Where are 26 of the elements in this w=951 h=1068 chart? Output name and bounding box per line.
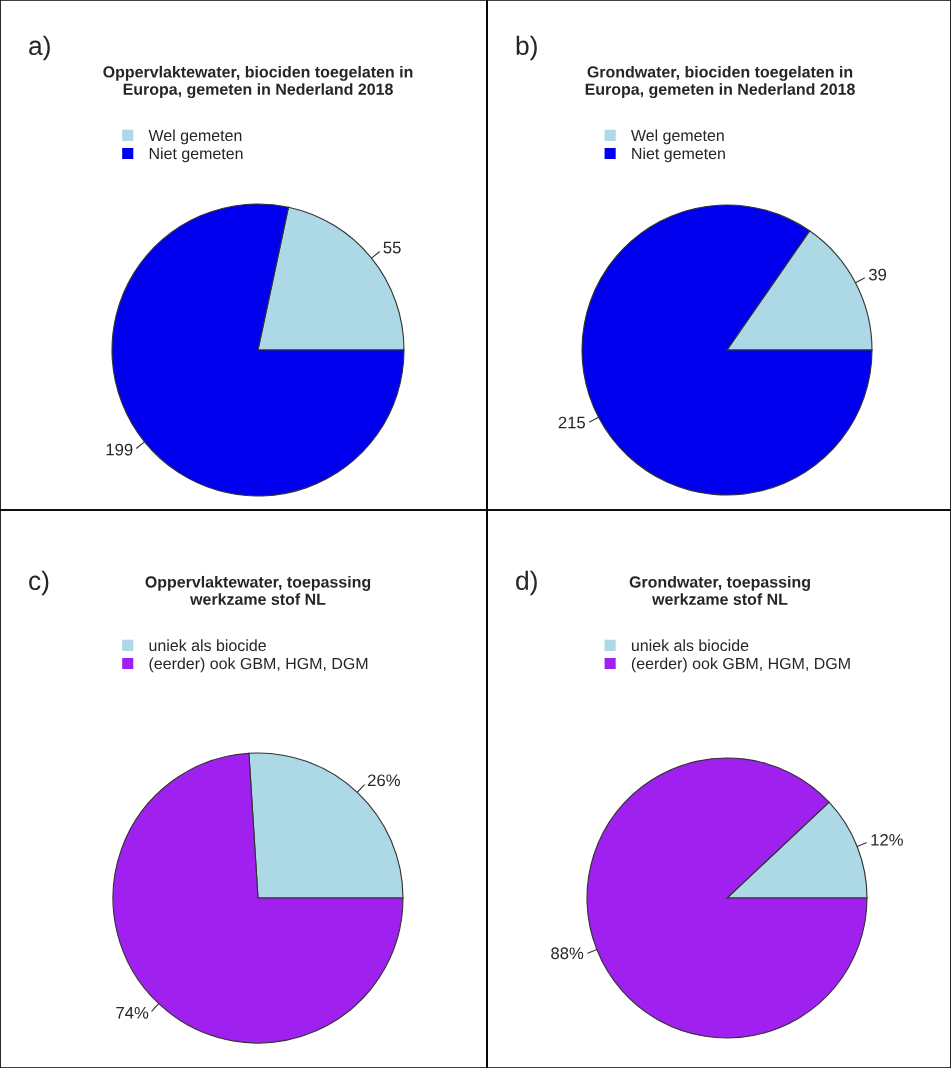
legend-label: (eerder) ook GBM, HGM, DGM: [631, 657, 850, 673]
chart-title: Oppervlaktewater, biociden toegelaten in Europa, gemeten in Nederland 2018: [103, 65, 413, 99]
data-label: 74%: [116, 1007, 149, 1019]
data-label: 26%: [368, 774, 400, 787]
legend-label: Wel gemeten: [148, 129, 242, 145]
chart-title: Grondwater, toepassing werkzame stof NL: [629, 575, 810, 605]
legend-label: Niet gemeten: [149, 147, 243, 163]
data-label: 199: [106, 443, 133, 456]
chart-title: Grondwater, biociden toegelaten in Europa, gemeten in Nederland 2018: [585, 65, 855, 99]
text: b): [516, 35, 537, 61]
data-label: 215: [558, 416, 585, 429]
data-label: 55: [383, 241, 401, 254]
text: c): [29, 570, 49, 596]
legend-label: Niet gemeten: [632, 147, 725, 163]
legend-label: uniek als biocide: [149, 639, 266, 652]
pie-slice: [112, 752, 404, 1044]
text: d): [516, 570, 537, 596]
legend-label: Wel gemeten: [630, 129, 724, 145]
data-label: 39: [868, 268, 887, 281]
legend-label: uniek als biocide: [631, 639, 749, 652]
pie-slice: [586, 757, 868, 1039]
chart-title: Oppervlaktewater, toepassing werkzame stof NL: [145, 575, 371, 605]
text: a): [29, 35, 50, 61]
data-label: 88%: [551, 947, 584, 960]
data-label: 12%: [871, 833, 903, 846]
legend-label: (eerder) ook GBM, HGM, DGM: [149, 657, 368, 673]
